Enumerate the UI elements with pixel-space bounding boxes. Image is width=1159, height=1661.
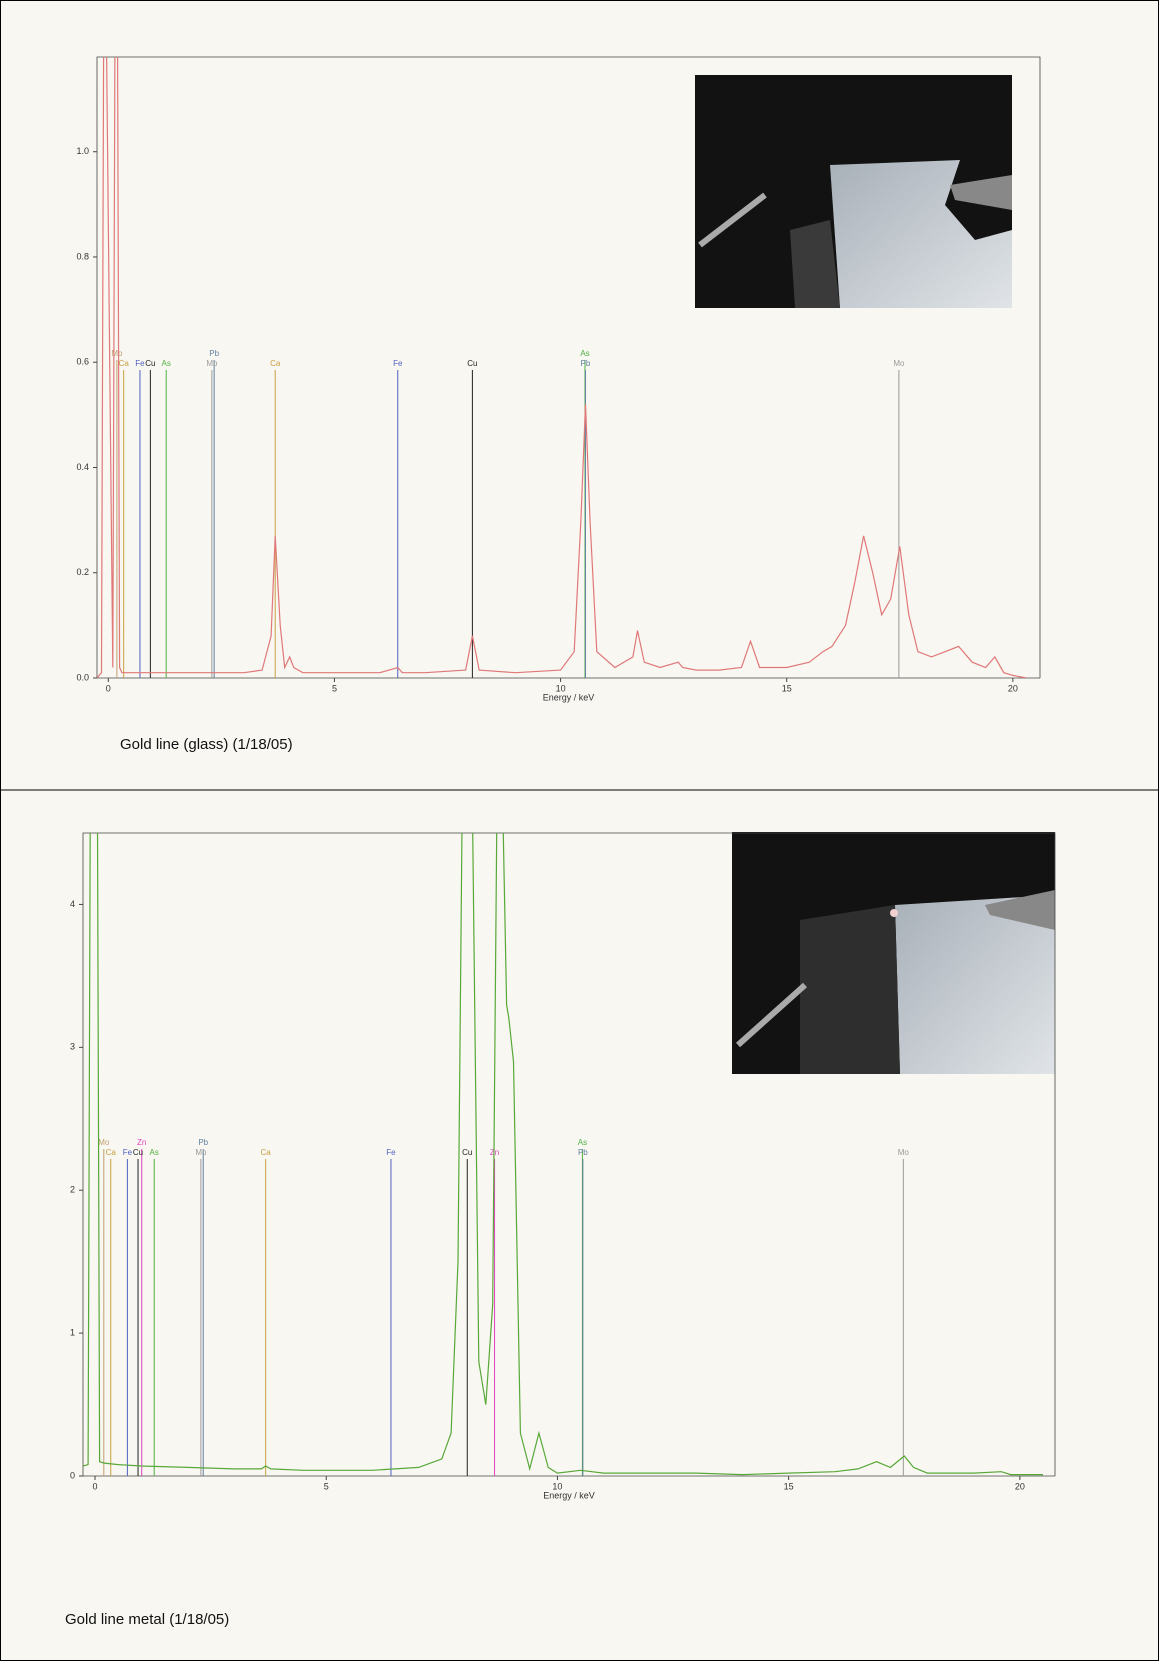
element-label: Fe [386, 1148, 396, 1157]
x-tick-label: 10 [552, 1481, 562, 1491]
caption: Gold line (glass) (1/18/05) [120, 736, 293, 753]
element-label: Mo [195, 1148, 207, 1157]
element-label: Mo [206, 359, 218, 368]
element-label: Pb [578, 1148, 588, 1157]
x-axis-label: Energy / keV [543, 692, 595, 702]
element-label: Cu [145, 359, 155, 368]
spectrum-line [97, 57, 1027, 678]
element-label: Ca [119, 359, 130, 368]
element-label: As [578, 1138, 587, 1147]
x-tick-label: 15 [784, 1481, 794, 1491]
element-label: Pb [198, 1138, 208, 1147]
x-tick-label: 0 [93, 1481, 98, 1491]
element-label: Zn [137, 1138, 146, 1147]
x-axis-label: Energy / keV [543, 1490, 595, 1500]
photo-inset [732, 832, 1055, 1074]
x-tick-label: 20 [1008, 683, 1018, 693]
y-tick-label: 0.8 [76, 251, 89, 261]
y-tick-label: 3 [70, 1042, 75, 1052]
x-tick-label: 20 [1015, 1481, 1025, 1491]
x-tick-label: 5 [324, 1481, 329, 1491]
x-tick-label: 0 [106, 683, 111, 693]
element-label: Fe [393, 359, 403, 368]
element-label: Ca [261, 1148, 272, 1157]
x-tick-label: 5 [332, 683, 337, 693]
photo-inset [695, 75, 1012, 308]
element-label: Cu [462, 1148, 472, 1157]
element-label: Mo [893, 359, 905, 368]
element-label: Pb [209, 349, 219, 358]
y-tick-label: 1 [70, 1327, 75, 1337]
element-label: Ca [270, 359, 281, 368]
element-label: Cu [133, 1148, 143, 1157]
chart: 0.0 0.2 0.4 0.6 0.8 1.0 0 5 10 15 20 Energy / keV Mo… [76, 56, 1041, 753]
element-label: Cu [467, 359, 477, 368]
spectrum-line [83, 833, 1043, 1476]
x-tick-label: 10 [556, 683, 566, 693]
element-label: Mo [898, 1148, 910, 1157]
y-tick-label: 1.0 [76, 146, 89, 156]
y-tick-label: 0.6 [76, 357, 89, 367]
element-label: Mo [111, 349, 123, 358]
plot-frame [96, 56, 1041, 678]
element-label: Ca [106, 1148, 117, 1157]
element-label: As [580, 349, 589, 358]
element-label: Fe [135, 359, 145, 368]
y-tick-label: 2 [70, 1185, 75, 1195]
y-tick-label: 0.4 [76, 462, 89, 472]
x-tick-label: 15 [782, 683, 792, 693]
element-label: Fe [123, 1148, 133, 1157]
y-tick-label: 0.2 [76, 567, 89, 577]
element-label: As [150, 1148, 159, 1157]
element-label: Pb [581, 359, 591, 368]
y-tick-label: 4 [70, 899, 75, 909]
y-tick-label: 0.0 [76, 672, 89, 682]
y-tick-label: 0 [70, 1470, 75, 1480]
element-label: As [162, 359, 171, 368]
caption: Gold line metal (1/18/05) [65, 1611, 229, 1628]
plot-frame [82, 832, 1056, 1476]
element-label: Mo [98, 1138, 110, 1147]
